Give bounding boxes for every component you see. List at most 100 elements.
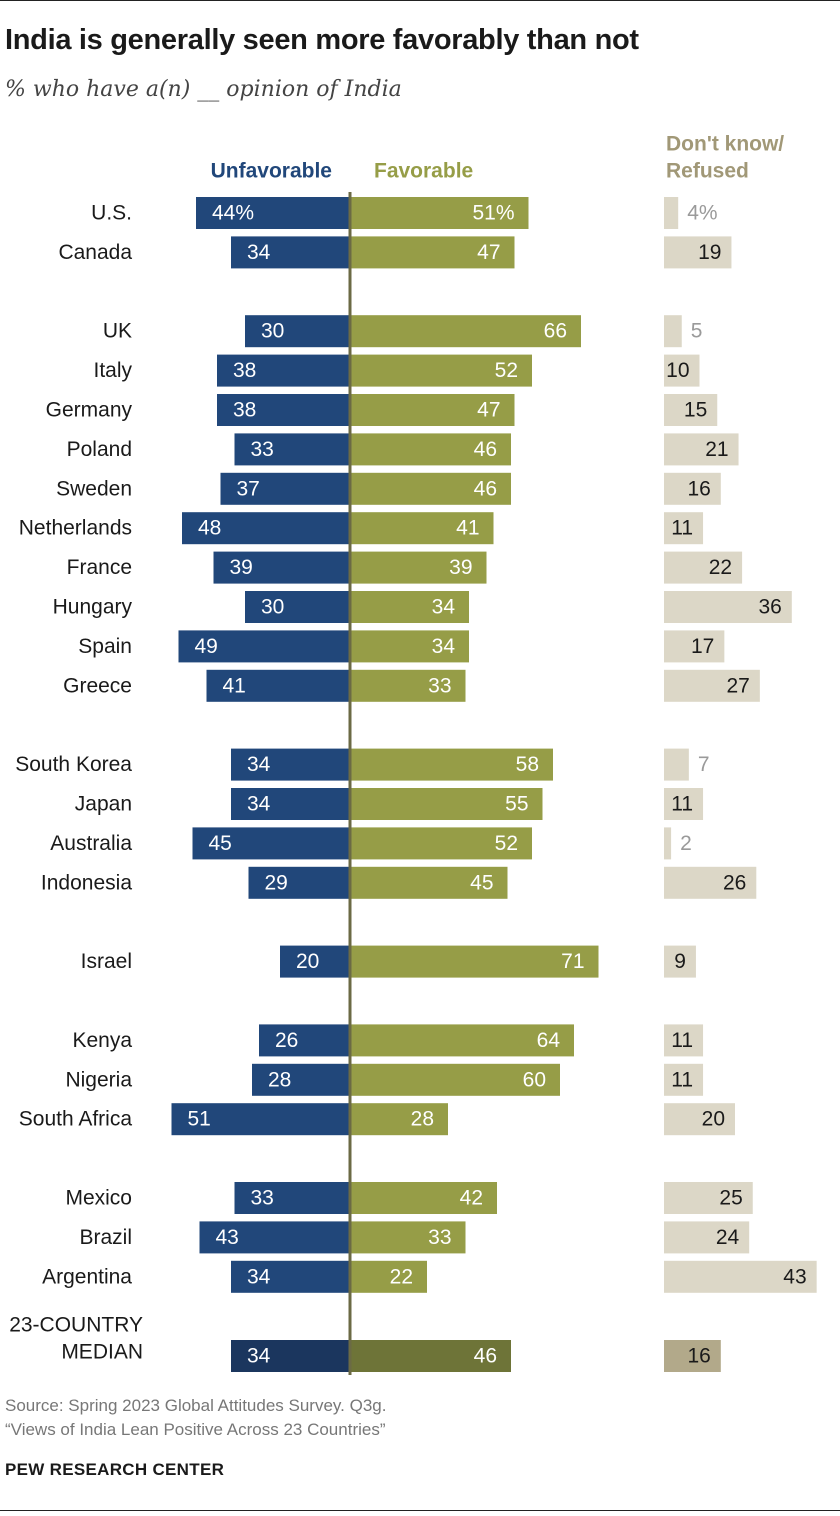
country-label: Hungary — [53, 596, 133, 619]
bar-dk — [664, 354, 700, 387]
bar-unfavorable — [231, 236, 350, 269]
bar-unfavorable — [196, 197, 350, 229]
label-dk: 21 — [705, 438, 728, 461]
median-label-line1: 23-COUNTRY — [9, 1314, 143, 1337]
label-favorable: 34 — [432, 635, 456, 658]
country-label: Mexico — [65, 1187, 132, 1210]
country-label: Spain — [78, 635, 132, 658]
bar-dk — [664, 1024, 704, 1057]
bar-favorable — [350, 1103, 448, 1136]
bar-unfavorable — [231, 748, 350, 781]
bar-dk — [664, 827, 672, 860]
label-unfavorable: 51 — [188, 1108, 211, 1131]
bar-favorable — [350, 748, 553, 781]
label-dk: 11 — [671, 1068, 693, 1091]
label-unfavorable: 20 — [296, 950, 319, 973]
label-favorable: 46 — [474, 438, 497, 461]
label-dk: 4% — [687, 202, 717, 225]
bar-dk — [664, 669, 760, 702]
label-favorable: 28 — [411, 1108, 434, 1131]
label-dk: 22 — [709, 556, 732, 579]
legend-favorable: Favorable — [374, 160, 473, 183]
bar-favorable — [350, 866, 508, 899]
bar-dk — [664, 1103, 735, 1136]
country-label: UK — [103, 320, 132, 343]
label-favorable: 46 — [474, 477, 497, 500]
label-favorable: 52 — [495, 359, 518, 382]
chart-title: India is generally seen more favorably t… — [5, 24, 639, 56]
bottom-rule — [0, 1510, 840, 1511]
bar-favorable — [350, 512, 494, 545]
label-dk: 7 — [698, 753, 710, 776]
bar-unfavorable — [252, 1063, 350, 1096]
label-favorable: 47 — [477, 241, 500, 264]
label-favorable: 22 — [390, 1265, 413, 1288]
label-favorable: 51% — [472, 202, 514, 225]
label-favorable: 64 — [537, 1029, 561, 1052]
bar-favorable — [350, 1221, 466, 1254]
label-dk: 27 — [726, 674, 749, 697]
bar-unfavorable — [248, 866, 350, 899]
country-label: Brazil — [79, 1226, 132, 1249]
label-unfavorable: 34 — [247, 241, 271, 264]
label-unfavorable: 43 — [216, 1226, 239, 1249]
label-dk: 24 — [716, 1226, 740, 1249]
label-unfavorable: 33 — [251, 1187, 274, 1210]
bar-unfavorable — [199, 1221, 350, 1254]
label-favorable: 55 — [505, 793, 528, 816]
bar-favorable — [350, 669, 466, 702]
label-unfavorable: 28 — [268, 1068, 291, 1091]
label-unfavorable: 34 — [247, 793, 271, 816]
country-label: France — [67, 556, 132, 579]
country-label: Kenya — [72, 1029, 132, 1052]
country-label: Japan — [75, 793, 132, 816]
bar-favorable — [350, 394, 515, 426]
country-label: Italy — [93, 359, 132, 382]
bar-unfavorable — [259, 1024, 350, 1057]
bar-unfavorable — [182, 512, 350, 545]
bar-favorable — [350, 1024, 574, 1057]
country-label: Poland — [67, 438, 132, 461]
country-label: Argentina — [42, 1265, 132, 1288]
country-label: Sweden — [56, 477, 132, 500]
label-unfavorable: 44% — [212, 202, 254, 225]
median-label-line2: MEDIAN — [61, 1341, 143, 1364]
bar-unfavorable — [245, 591, 350, 623]
bar-dk — [664, 433, 739, 466]
bar-dk — [664, 551, 743, 584]
country-label: Israel — [81, 950, 132, 973]
bar-favorable — [350, 1182, 497, 1214]
legend-unfavorable: Unfavorable — [211, 160, 332, 183]
diverging-bar-chart: Unfavorable Favorable Don't know/Refused U.… — [9, 133, 817, 1375]
label-favorable: 42 — [460, 1187, 483, 1210]
label-dk: 5 — [691, 320, 703, 343]
label-unfavorable: 48 — [198, 517, 221, 540]
label-favorable: 47 — [477, 399, 500, 422]
bar-dk — [664, 1063, 704, 1096]
label-unfavorable: 34 — [247, 1345, 271, 1368]
country-label: Australia — [50, 832, 132, 855]
bar-dk — [664, 591, 792, 623]
label-favorable: 60 — [523, 1068, 546, 1091]
label-dk: 19 — [698, 241, 721, 264]
bar-unfavorable — [178, 630, 350, 663]
label-unfavorable: 39 — [230, 556, 253, 579]
bar-unfavorable — [231, 1340, 350, 1372]
bar-favorable — [350, 945, 599, 978]
label-favorable: 39 — [449, 556, 472, 579]
bar-favorable — [350, 788, 543, 820]
bar-favorable — [350, 591, 469, 623]
label-unfavorable: 30 — [261, 320, 284, 343]
label-unfavorable: 34 — [247, 753, 271, 776]
label-favorable: 52 — [495, 832, 518, 855]
bar-unfavorable — [192, 827, 350, 860]
label-dk: 10 — [666, 359, 689, 382]
bar-favorable — [350, 472, 511, 505]
label-unfavorable: 41 — [223, 674, 246, 697]
source-note: Source: Spring 2023 Global Attitudes Sur… — [5, 1394, 386, 1442]
bar-dk — [664, 197, 679, 229]
bar-favorable — [350, 1340, 511, 1372]
label-dk: 43 — [783, 1265, 806, 1288]
bar-favorable — [350, 354, 532, 387]
bar-dk — [664, 1221, 750, 1254]
